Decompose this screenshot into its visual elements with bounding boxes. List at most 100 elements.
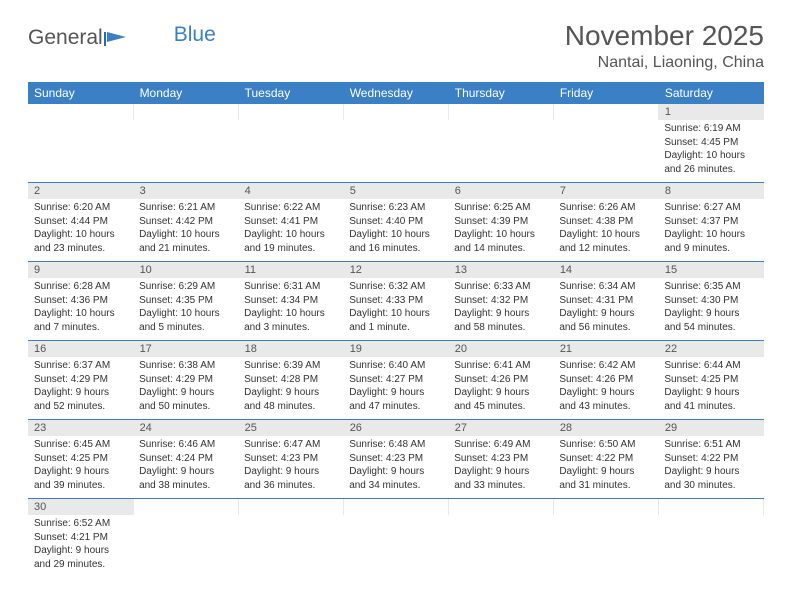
daylight-text: Daylight: 10 hours [664, 149, 757, 163]
day-cell [343, 515, 448, 577]
daylight-text-2: and 33 minutes. [454, 479, 547, 493]
sunset-text: Sunset: 4:27 PM [349, 373, 442, 387]
daylight-text: Daylight: 10 hours [349, 307, 442, 321]
sunset-text: Sunset: 4:44 PM [34, 215, 127, 229]
day-header: Friday [553, 82, 658, 104]
daylight-text-2: and 38 minutes. [139, 479, 232, 493]
sunrise-text: Sunrise: 6:38 AM [139, 359, 232, 373]
sunrise-text: Sunrise: 6:50 AM [559, 438, 652, 452]
day-cell: Sunrise: 6:51 AMSunset: 4:22 PMDaylight:… [658, 436, 763, 499]
day-cell: Sunrise: 6:38 AMSunset: 4:29 PMDaylight:… [133, 357, 238, 420]
day-number: 1 [658, 104, 763, 120]
day-cell [133, 515, 238, 577]
sunset-text: Sunset: 4:25 PM [34, 452, 127, 466]
daylight-text-2: and 19 minutes. [244, 242, 337, 256]
sunrise-text: Sunrise: 6:25 AM [454, 201, 547, 215]
day-number [28, 104, 133, 120]
day-number: 26 [343, 420, 448, 437]
day-cell: Sunrise: 6:23 AMSunset: 4:40 PMDaylight:… [343, 199, 448, 262]
daylight-text: Daylight: 9 hours [34, 544, 127, 558]
day-number: 20 [448, 341, 553, 358]
day-number [133, 104, 238, 120]
daylight-text-2: and 23 minutes. [34, 242, 127, 256]
daylight-text: Daylight: 10 hours [664, 228, 757, 242]
day-number: 9 [28, 262, 133, 279]
day-cell: Sunrise: 6:26 AMSunset: 4:38 PMDaylight:… [553, 199, 658, 262]
day-number: 30 [28, 499, 133, 516]
daylight-text: Daylight: 9 hours [664, 465, 757, 479]
day-cell: Sunrise: 6:33 AMSunset: 4:32 PMDaylight:… [448, 278, 553, 341]
daylight-text: Daylight: 9 hours [349, 465, 442, 479]
sunset-text: Sunset: 4:39 PM [454, 215, 547, 229]
day-number: 6 [448, 183, 553, 200]
sunrise-text: Sunrise: 6:28 AM [34, 280, 127, 294]
daylight-text: Daylight: 9 hours [454, 386, 547, 400]
sunset-text: Sunset: 4:26 PM [454, 373, 547, 387]
daylight-text-2: and 50 minutes. [139, 400, 232, 414]
daylight-text-2: and 1 minute. [349, 321, 442, 335]
day-header: Thursday [448, 82, 553, 104]
daylight-text: Daylight: 10 hours [454, 228, 547, 242]
sunset-text: Sunset: 4:22 PM [559, 452, 652, 466]
sunset-text: Sunset: 4:23 PM [244, 452, 337, 466]
daylight-text-2: and 3 minutes. [244, 321, 337, 335]
sunrise-text: Sunrise: 6:34 AM [559, 280, 652, 294]
day-number: 27 [448, 420, 553, 437]
sunset-text: Sunset: 4:42 PM [139, 215, 232, 229]
calendar-table: SundayMondayTuesdayWednesdayThursdayFrid… [28, 82, 764, 577]
day-number: 24 [133, 420, 238, 437]
day-number: 28 [553, 420, 658, 437]
sunset-text: Sunset: 4:34 PM [244, 294, 337, 308]
sunset-text: Sunset: 4:45 PM [664, 136, 757, 150]
daylight-text-2: and 45 minutes. [454, 400, 547, 414]
daylight-text-2: and 36 minutes. [244, 479, 337, 493]
sunrise-text: Sunrise: 6:22 AM [244, 201, 337, 215]
month-title: November 2025 [565, 20, 764, 52]
sunset-text: Sunset: 4:33 PM [349, 294, 442, 308]
sunrise-text: Sunrise: 6:32 AM [349, 280, 442, 294]
daylight-text-2: and 26 minutes. [664, 163, 757, 177]
daylight-text-2: and 43 minutes. [559, 400, 652, 414]
day-cell: Sunrise: 6:39 AMSunset: 4:28 PMDaylight:… [238, 357, 343, 420]
day-cell: Sunrise: 6:45 AMSunset: 4:25 PMDaylight:… [28, 436, 133, 499]
day-number: 25 [238, 420, 343, 437]
day-header: Tuesday [238, 82, 343, 104]
daylight-text-2: and 41 minutes. [664, 400, 757, 414]
sunrise-text: Sunrise: 6:46 AM [139, 438, 232, 452]
day-cell [658, 515, 763, 577]
sunrise-text: Sunrise: 6:49 AM [454, 438, 547, 452]
day-cell: Sunrise: 6:41 AMSunset: 4:26 PMDaylight:… [448, 357, 553, 420]
sunrise-text: Sunrise: 6:42 AM [559, 359, 652, 373]
sunrise-text: Sunrise: 6:40 AM [349, 359, 442, 373]
sunset-text: Sunset: 4:29 PM [139, 373, 232, 387]
sunrise-text: Sunrise: 6:27 AM [664, 201, 757, 215]
sunset-text: Sunset: 4:31 PM [559, 294, 652, 308]
day-cell: Sunrise: 6:47 AMSunset: 4:23 PMDaylight:… [238, 436, 343, 499]
day-number [238, 499, 343, 516]
daylight-text-2: and 34 minutes. [349, 479, 442, 493]
daylight-text-2: and 29 minutes. [34, 558, 127, 572]
day-cell [343, 120, 448, 183]
day-number: 7 [553, 183, 658, 200]
day-cell: Sunrise: 6:20 AMSunset: 4:44 PMDaylight:… [28, 199, 133, 262]
day-cell: Sunrise: 6:34 AMSunset: 4:31 PMDaylight:… [553, 278, 658, 341]
day-number [658, 499, 763, 516]
sunrise-text: Sunrise: 6:19 AM [664, 122, 757, 136]
day-cell [28, 120, 133, 183]
daylight-text: Daylight: 9 hours [454, 465, 547, 479]
sunset-text: Sunset: 4:40 PM [349, 215, 442, 229]
day-cell: Sunrise: 6:21 AMSunset: 4:42 PMDaylight:… [133, 199, 238, 262]
day-number: 14 [553, 262, 658, 279]
day-cell: Sunrise: 6:22 AMSunset: 4:41 PMDaylight:… [238, 199, 343, 262]
sunset-text: Sunset: 4:21 PM [34, 531, 127, 545]
daylight-text-2: and 47 minutes. [349, 400, 442, 414]
day-number: 19 [343, 341, 448, 358]
daylight-text-2: and 39 minutes. [34, 479, 127, 493]
sunset-text: Sunset: 4:41 PM [244, 215, 337, 229]
daylight-text-2: and 9 minutes. [664, 242, 757, 256]
sunset-text: Sunset: 4:29 PM [34, 373, 127, 387]
daylight-text-2: and 16 minutes. [349, 242, 442, 256]
day-number: 12 [343, 262, 448, 279]
daylight-text-2: and 21 minutes. [139, 242, 232, 256]
daylight-text: Daylight: 9 hours [664, 386, 757, 400]
